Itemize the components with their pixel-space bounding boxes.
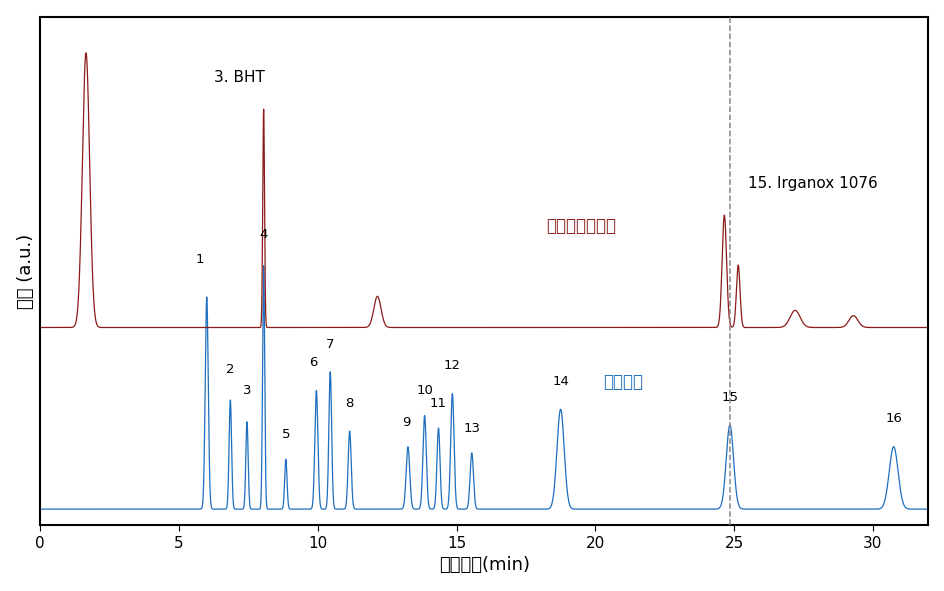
Text: ポリチャック袋: ポリチャック袋 <box>546 217 615 235</box>
Text: 9: 9 <box>402 415 411 428</box>
Text: 標準試料: 標準試料 <box>602 373 642 391</box>
Text: 15. Irganox 1076: 15. Irganox 1076 <box>747 177 877 191</box>
Text: 3. BHT: 3. BHT <box>213 70 264 85</box>
Text: 1: 1 <box>195 254 204 267</box>
Text: 15: 15 <box>720 391 737 404</box>
Text: 6: 6 <box>309 356 317 369</box>
Text: 4: 4 <box>260 228 267 241</box>
Text: 13: 13 <box>463 422 480 435</box>
Text: 8: 8 <box>346 397 353 410</box>
Text: 3: 3 <box>243 384 251 397</box>
Y-axis label: 強度 (a.u.): 強度 (a.u.) <box>17 233 35 309</box>
Text: 7: 7 <box>326 337 334 350</box>
Text: 11: 11 <box>430 397 447 410</box>
Text: 14: 14 <box>551 375 568 388</box>
Text: 5: 5 <box>281 428 290 441</box>
Text: 12: 12 <box>444 359 461 372</box>
Text: 16: 16 <box>885 413 902 426</box>
X-axis label: 保持時間(min): 保持時間(min) <box>438 556 530 574</box>
Text: 2: 2 <box>226 362 234 375</box>
Text: 10: 10 <box>415 384 432 397</box>
